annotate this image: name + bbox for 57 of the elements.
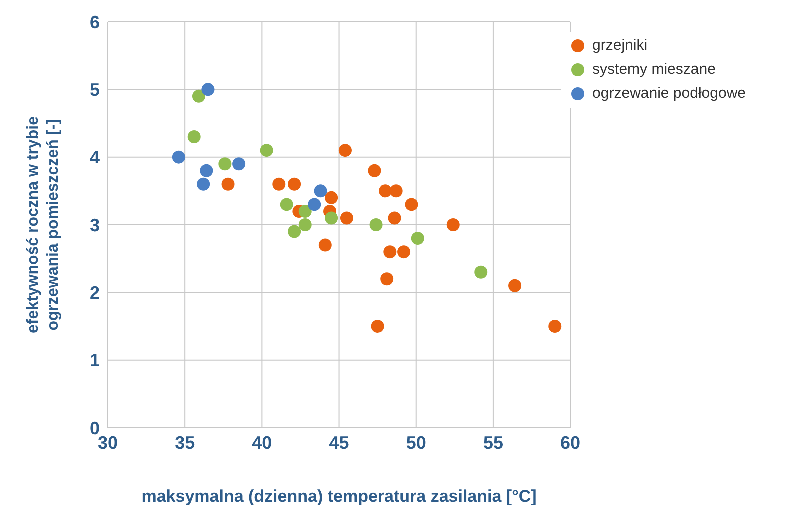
point bbox=[318, 238, 332, 252]
point bbox=[405, 198, 418, 212]
point bbox=[379, 184, 392, 198]
point bbox=[308, 198, 322, 212]
point bbox=[200, 164, 214, 178]
x-tick-label: 30 bbox=[98, 432, 118, 453]
x-tick-label: 40 bbox=[252, 432, 272, 453]
legend-label: systemy mieszane bbox=[592, 60, 716, 80]
x-tick-label: 45 bbox=[329, 432, 350, 453]
point bbox=[188, 130, 201, 144]
point bbox=[380, 272, 394, 286]
point bbox=[388, 212, 402, 225]
point bbox=[370, 218, 383, 232]
point bbox=[325, 191, 338, 204]
point bbox=[272, 178, 286, 191]
y-tick-label: 1 bbox=[90, 350, 100, 371]
point bbox=[288, 178, 302, 191]
y-axis-title: efektywność roczna w trybie ogrzewania pomieszczeń [-] bbox=[25, 116, 62, 334]
point bbox=[474, 266, 488, 279]
x-tick-label: 60 bbox=[560, 432, 581, 453]
y-tick-label: 3 bbox=[90, 215, 100, 236]
point bbox=[298, 218, 312, 232]
point bbox=[338, 144, 352, 158]
point bbox=[384, 246, 397, 259]
x-tick-label: 55 bbox=[483, 432, 504, 453]
legend-label: grzejniki bbox=[592, 36, 648, 56]
point bbox=[260, 144, 274, 158]
point bbox=[218, 158, 232, 171]
point bbox=[280, 198, 294, 212]
point bbox=[371, 320, 384, 333]
x-tick-label: 50 bbox=[406, 432, 426, 453]
x-axis-title: maksymalna (dzienna) temperatura zasilania [°C] bbox=[142, 487, 537, 506]
x-tick-label: 35 bbox=[175, 432, 196, 453]
point bbox=[202, 83, 215, 96]
y-tick-label: 6 bbox=[90, 12, 100, 32]
point bbox=[368, 164, 382, 178]
point bbox=[314, 184, 328, 198]
y-tick-label: 2 bbox=[90, 283, 100, 304]
point bbox=[232, 158, 246, 171]
point bbox=[446, 218, 460, 232]
y-tick-label: 5 bbox=[90, 80, 100, 100]
point bbox=[411, 232, 424, 246]
point bbox=[390, 184, 403, 198]
y-tick-label: 4 bbox=[90, 148, 100, 168]
legend-label: ogrzewanie podłogowe bbox=[592, 84, 746, 104]
point bbox=[398, 246, 411, 259]
point bbox=[340, 212, 354, 225]
point bbox=[288, 225, 302, 238]
y-tick-label: 0 bbox=[90, 418, 100, 438]
point bbox=[298, 204, 312, 218]
point bbox=[508, 279, 522, 292]
point bbox=[172, 150, 186, 164]
point bbox=[192, 90, 206, 103]
point bbox=[548, 320, 562, 333]
point bbox=[325, 212, 338, 225]
point bbox=[197, 178, 210, 191]
point bbox=[222, 178, 235, 191]
